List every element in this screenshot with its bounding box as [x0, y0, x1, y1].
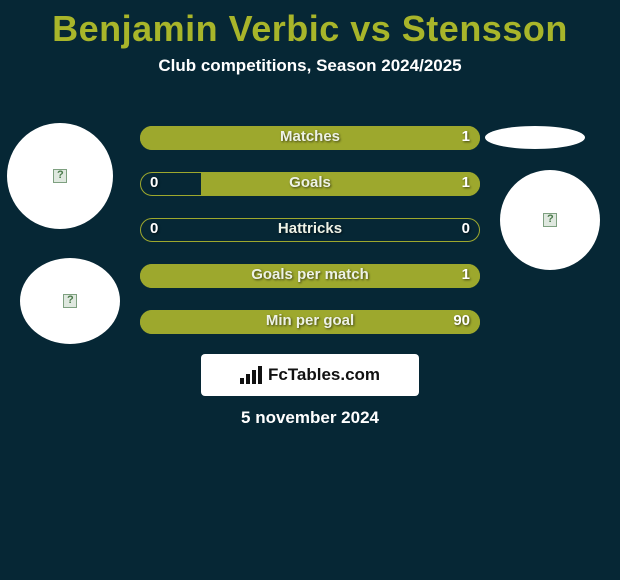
badge-text: FcTables.com	[268, 365, 380, 385]
stat-right-value: 1	[462, 174, 470, 191]
subtitle: Club competitions, Season 2024/2025	[0, 56, 620, 76]
stat-label: Matches	[140, 128, 480, 145]
stat-right-value: 0	[462, 220, 470, 237]
date-text: 5 november 2024	[0, 408, 620, 428]
source-badge: FcTables.com	[201, 354, 419, 396]
stat-right-value: 1	[462, 266, 470, 283]
stat-right-value: 90	[453, 312, 470, 329]
stat-bar: Matches1	[140, 126, 480, 150]
stat-bar: 0Hattricks0	[140, 218, 480, 242]
stats-bars: Matches10Goals10Hattricks0Goals per matc…	[140, 126, 480, 356]
player1-photo-2	[20, 258, 120, 344]
stat-bar: Goals per match1	[140, 264, 480, 288]
stat-label: Hattricks	[140, 220, 480, 237]
bar-chart-icon	[240, 366, 262, 384]
stat-label: Min per goal	[140, 312, 480, 329]
broken-image-icon	[543, 213, 557, 227]
stat-label: Goals	[140, 174, 480, 191]
broken-image-icon	[53, 169, 67, 183]
stat-bar: 0Goals1	[140, 172, 480, 196]
player2-shape	[485, 126, 585, 149]
broken-image-icon	[63, 294, 77, 308]
player2-photo	[500, 170, 600, 270]
stat-bar: Min per goal90	[140, 310, 480, 334]
stat-right-value: 1	[462, 128, 470, 145]
page-title: Benjamin Verbic vs Stensson	[0, 0, 620, 50]
player1-photo-1	[7, 123, 113, 229]
stat-label: Goals per match	[140, 266, 480, 283]
